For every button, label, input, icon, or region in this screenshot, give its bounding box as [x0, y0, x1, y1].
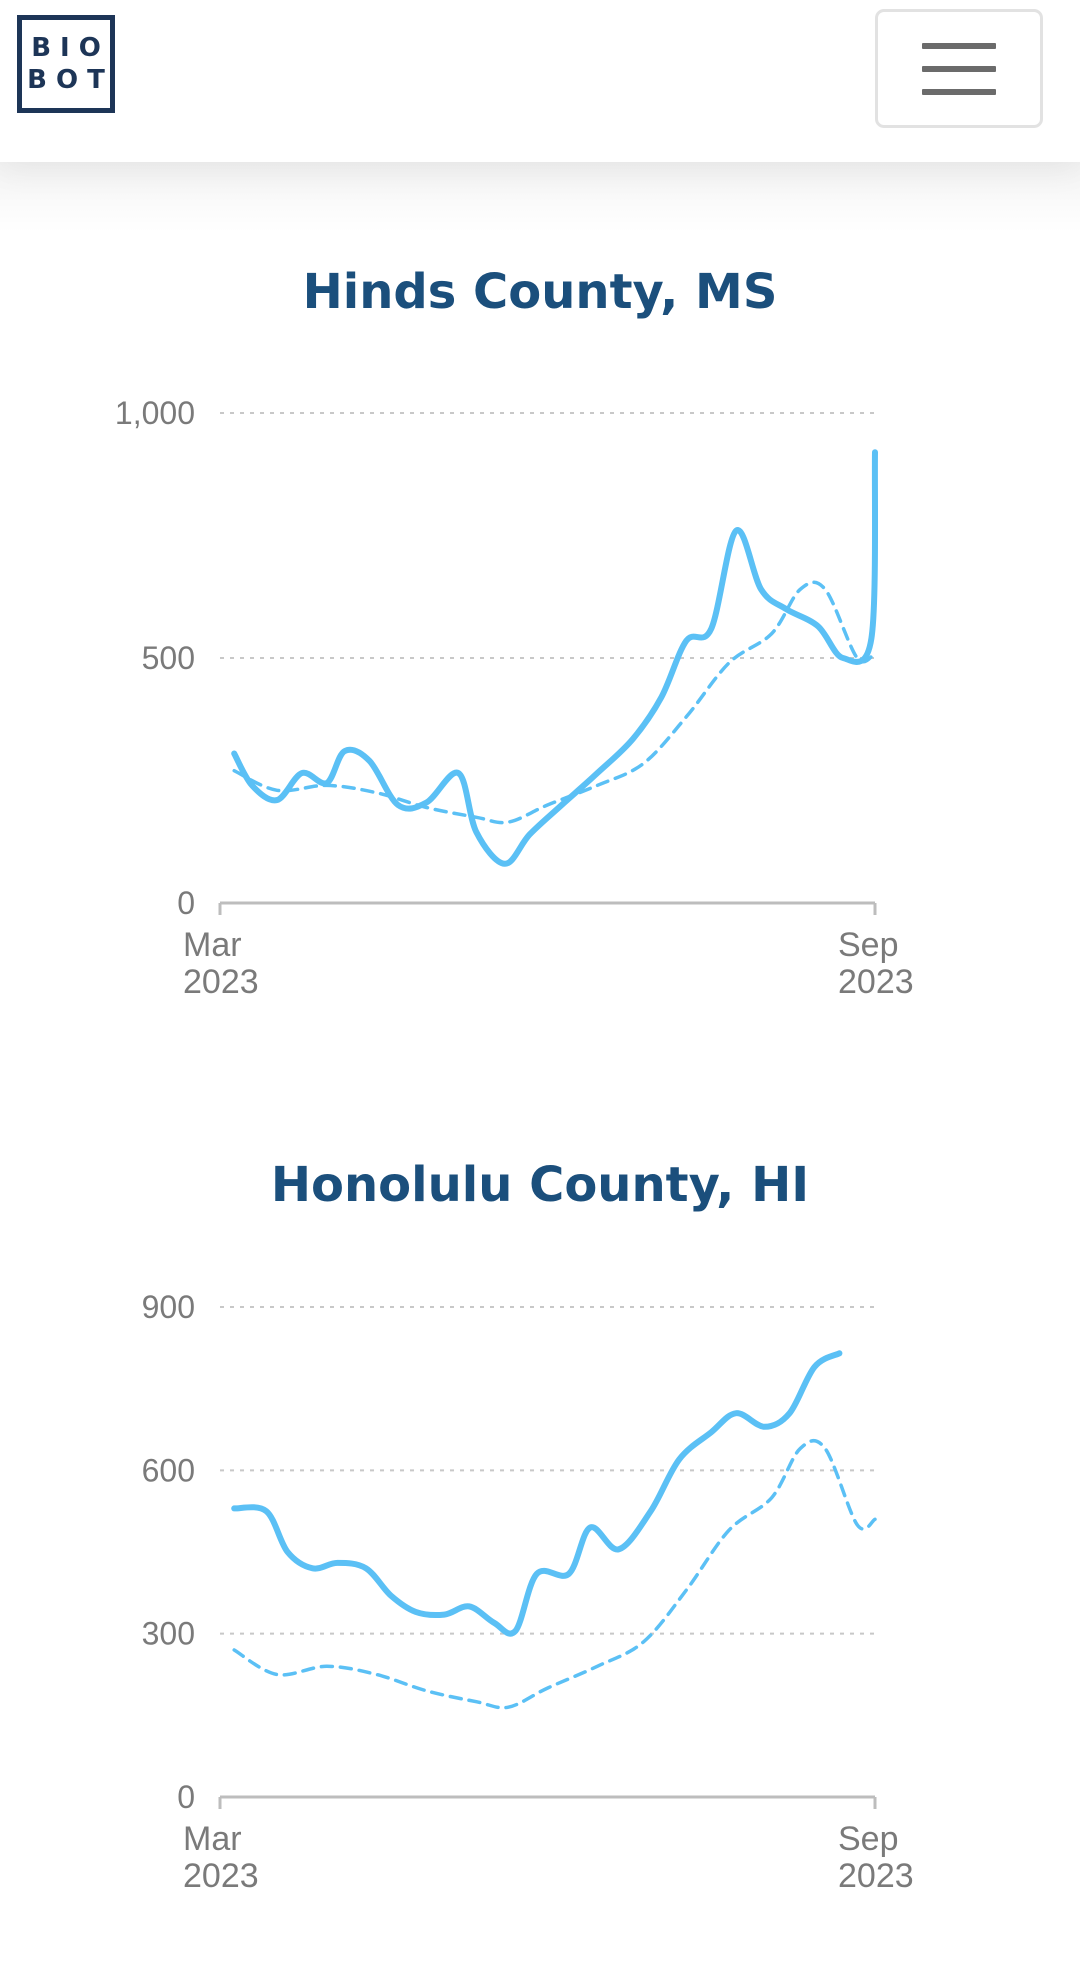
- y-tick-label: 500: [142, 640, 195, 676]
- chart-title: Hinds County, MS: [302, 264, 778, 320]
- x-tick-label-month: Sep: [838, 1820, 899, 1858]
- series-line-dashed: [232, 580, 877, 825]
- x-tick-label-month: Mar: [183, 926, 242, 964]
- x-tick-label-year: 2023: [838, 963, 914, 1001]
- x-tick-label-year: 2023: [183, 963, 259, 1001]
- hamburger-menu-icon-bar-2: [922, 65, 996, 72]
- logo-text-line1: BIO: [31, 33, 110, 63]
- x-tick-label-month: Mar: [183, 1820, 242, 1858]
- x-tick-label-year: 2023: [183, 1857, 259, 1895]
- header-shadow: [0, 162, 1080, 232]
- y-tick-label: 1,000: [115, 395, 195, 431]
- hamburger-menu-icon: [922, 42, 996, 49]
- series-line-solid: [231, 1350, 843, 1637]
- series-line-dashed: [232, 1439, 877, 1710]
- y-tick-label: 0: [177, 885, 195, 921]
- series-line-solid: [231, 449, 879, 867]
- logo-text-line2: BOT: [27, 65, 114, 95]
- y-tick-label: 900: [142, 1289, 195, 1325]
- chart-title: Honolulu County, HI: [270, 1157, 810, 1213]
- menu-button[interactable]: [875, 9, 1043, 128]
- x-tick-label-month: Sep: [838, 926, 899, 964]
- y-tick-label: 600: [142, 1452, 195, 1488]
- x-tick-label-year: 2023: [838, 1857, 914, 1895]
- y-tick-label: 300: [142, 1616, 195, 1652]
- hamburger-menu-icon-bar-3: [922, 88, 996, 95]
- site-header: BIO BOT: [0, 0, 1080, 162]
- biobot-logo[interactable]: BIO BOT: [17, 15, 115, 113]
- y-tick-label: 0: [177, 1779, 195, 1815]
